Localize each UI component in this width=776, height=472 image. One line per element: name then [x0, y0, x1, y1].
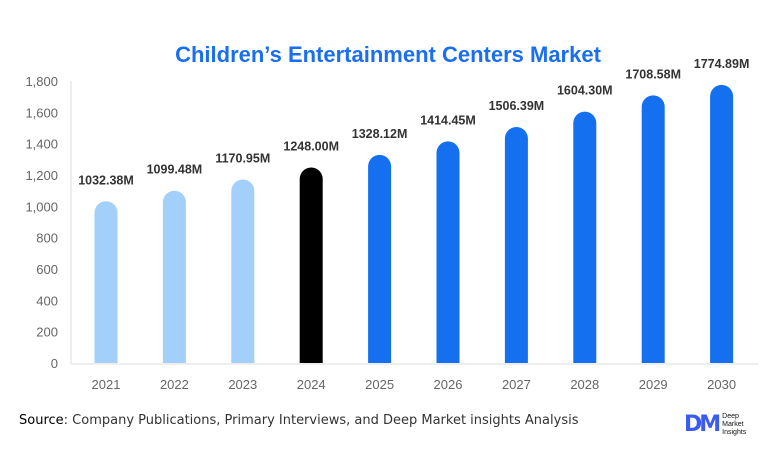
x-tick-label: 2025: [365, 377, 394, 392]
bar-2026: [436, 141, 460, 363]
data-label-2029: 1708.58M: [625, 67, 681, 81]
x-tick-label: 2022: [160, 377, 189, 392]
bar-2025: [368, 154, 392, 363]
data-label-2024: 1248.00M: [283, 139, 339, 153]
data-label-2021: 1032.38M: [78, 173, 134, 187]
bar-2024: [299, 167, 323, 363]
x-tick-label: 2030: [707, 377, 736, 392]
bar-2029: [641, 95, 665, 364]
bar-2027: [504, 126, 528, 363]
y-tick-label: 0: [51, 356, 58, 371]
bar-2021: [94, 201, 118, 363]
bar-2028: [573, 111, 597, 363]
data-label-2023: 1170.95M: [215, 152, 270, 166]
logo-text: Deep Market Insights: [722, 412, 747, 436]
y-tick-label: 1,600: [25, 105, 58, 120]
x-tick-label: 2024: [297, 377, 326, 392]
chart-title: Children’s Entertainment Centers Market: [175, 42, 602, 67]
data-label-2028: 1604.30M: [557, 84, 613, 98]
y-tick-label: 400: [36, 293, 58, 308]
y-tick-label: 1,800: [25, 74, 58, 89]
x-tick-label: 2028: [570, 377, 599, 392]
data-label-2030: 1774.89M: [694, 57, 750, 71]
data-label-2026: 1414.45M: [420, 113, 476, 127]
source-text: : Company Publications, Primary Intervie…: [63, 413, 579, 428]
x-tick-label: 2026: [434, 377, 463, 392]
logo: DM Deep Market Insights: [684, 412, 746, 437]
x-tick-label: 2023: [228, 377, 257, 392]
bar-2030: [710, 84, 734, 363]
logo-mark: DM: [684, 412, 721, 437]
x-tick-label: 2027: [502, 377, 531, 392]
source-note: Source: Company Publications, Primary In…: [19, 413, 578, 428]
y-tick-label: 800: [36, 231, 58, 246]
y-tick-label: 200: [36, 325, 58, 340]
y-tick-label: 1,200: [25, 168, 58, 183]
x-tick-label: 2029: [639, 377, 668, 392]
y-tick-label: 1,400: [25, 137, 58, 152]
data-label-2025: 1328.12M: [352, 127, 408, 141]
bar-2023: [231, 179, 255, 363]
source-label: Source: [19, 413, 64, 428]
data-label-2022: 1099.48M: [147, 163, 203, 177]
x-tick-label: 2021: [92, 377, 121, 392]
data-label-2027: 1506.39M: [489, 99, 545, 113]
bar-2022: [162, 190, 186, 363]
y-tick-label: 600: [36, 262, 58, 277]
y-tick-label: 1,000: [25, 199, 58, 214]
